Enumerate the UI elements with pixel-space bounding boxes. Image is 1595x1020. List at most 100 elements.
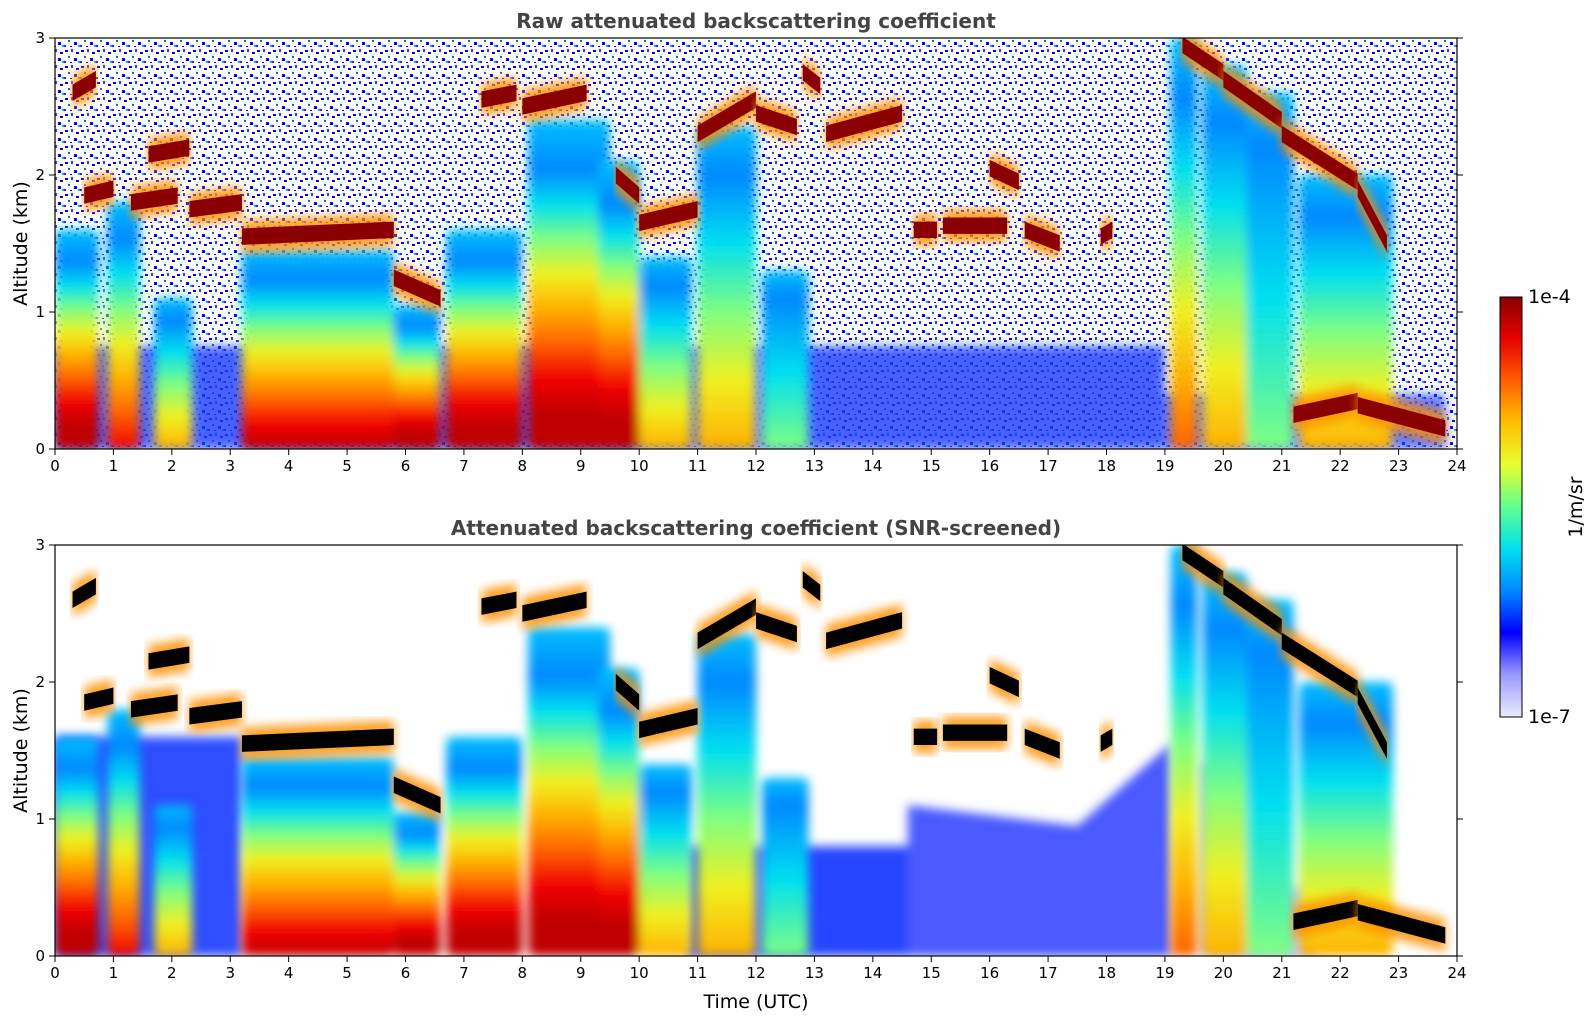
x-tick-label: 21 bbox=[1272, 964, 1291, 982]
aerosol-columns bbox=[55, 545, 1393, 956]
aerosol-column bbox=[1170, 545, 1198, 956]
x-tick-label: 13 bbox=[805, 457, 824, 475]
aerosol-column bbox=[1202, 65, 1247, 449]
cloud-layer bbox=[1024, 221, 1060, 252]
aerosol-column bbox=[697, 634, 756, 956]
x-tick-label: 16 bbox=[980, 964, 999, 982]
aerosol-column bbox=[1202, 572, 1247, 956]
x-tick-label: 23 bbox=[1389, 457, 1408, 475]
x-tick-label: 15 bbox=[922, 457, 941, 475]
aerosol-column bbox=[446, 736, 523, 956]
x-tick-label: 3 bbox=[225, 457, 235, 475]
cloud-layer bbox=[1182, 545, 1224, 588]
x-tick-label: 14 bbox=[863, 964, 882, 982]
panel-title: Attenuated backscattering coefficient (S… bbox=[451, 516, 1061, 540]
x-tick-label: 13 bbox=[805, 964, 824, 982]
plot-area bbox=[55, 38, 1457, 449]
x-tick-label: 23 bbox=[1389, 964, 1408, 982]
x-tick-label: 11 bbox=[688, 457, 707, 475]
y-tick-label: 3 bbox=[35, 536, 45, 554]
cloud-layer bbox=[989, 159, 1019, 191]
colorbar: 1e-4 1e-7 1/m/sr bbox=[1499, 286, 1587, 728]
x-tick-label: 9 bbox=[576, 964, 586, 982]
x-tick-label: 12 bbox=[746, 457, 765, 475]
cloud-layer bbox=[148, 139, 190, 163]
cloud-layer bbox=[756, 105, 797, 136]
cloud-layer bbox=[942, 217, 1008, 234]
panel-1: Raw attenuated backscattering coefficien… bbox=[10, 9, 1467, 475]
x-tick-label: 24 bbox=[1447, 457, 1466, 475]
x-tick-label: 1 bbox=[109, 964, 119, 982]
cloud-layer bbox=[1281, 632, 1358, 698]
cloud-layer bbox=[756, 612, 797, 643]
aerosol-column bbox=[761, 777, 809, 956]
cloud-layer bbox=[1100, 728, 1113, 752]
y-tick-label: 1 bbox=[35, 303, 45, 321]
x-tick-label: 8 bbox=[518, 964, 528, 982]
cloud-layer bbox=[1357, 396, 1446, 437]
aerosol-column bbox=[241, 757, 394, 956]
x-tick-label: 17 bbox=[1039, 964, 1058, 982]
aerosol-column bbox=[241, 250, 394, 449]
aerosol-column bbox=[154, 298, 193, 449]
x-tick-label: 2 bbox=[167, 964, 177, 982]
x-tick-label: 19 bbox=[1155, 457, 1174, 475]
aerosol-column bbox=[761, 270, 809, 449]
cloud-layer bbox=[826, 105, 903, 143]
cloud-layer bbox=[826, 612, 903, 650]
x-tick-label: 22 bbox=[1331, 457, 1350, 475]
cloud-layer bbox=[802, 571, 821, 602]
x-tick-label: 12 bbox=[746, 964, 765, 982]
cloud-layer bbox=[148, 646, 190, 670]
cloud-layer bbox=[697, 598, 756, 650]
aerosol-column bbox=[1299, 175, 1393, 449]
x-tick-label: 9 bbox=[576, 457, 586, 475]
low-aerosol-band bbox=[907, 743, 1171, 956]
x-tick-label: 6 bbox=[401, 457, 411, 475]
x-tick-label: 18 bbox=[1097, 964, 1116, 982]
cloud-layer bbox=[1293, 899, 1358, 930]
cloud-layer bbox=[1223, 577, 1282, 636]
cloud-layer bbox=[522, 84, 587, 115]
cloud-layer bbox=[942, 724, 1008, 741]
x-tick-label: 5 bbox=[342, 964, 352, 982]
aerosol-column bbox=[107, 709, 140, 956]
aerosol-column bbox=[1246, 599, 1294, 956]
cloud-layer bbox=[393, 776, 441, 814]
cloud-layers bbox=[72, 38, 1446, 445]
aerosol-column bbox=[55, 229, 99, 449]
cloud-layer bbox=[913, 221, 938, 239]
plot-area bbox=[55, 545, 1457, 956]
x-tick-label: 5 bbox=[342, 457, 352, 475]
aerosol-column bbox=[1246, 92, 1294, 449]
x-tick-label: 14 bbox=[863, 457, 882, 475]
cloud-layer bbox=[72, 577, 96, 609]
x-tick-label: 16 bbox=[980, 457, 999, 475]
cloud-layer bbox=[1357, 180, 1387, 252]
x-tick-label: 20 bbox=[1214, 457, 1233, 475]
aerosol-columns bbox=[55, 38, 1393, 449]
aerosol-column bbox=[154, 805, 193, 956]
aerosol-column bbox=[393, 305, 441, 449]
x-tick-label: 24 bbox=[1447, 964, 1466, 982]
x-tick-label: 0 bbox=[50, 457, 60, 475]
cloud-layer bbox=[84, 687, 114, 711]
aerosol-column bbox=[55, 736, 99, 956]
cloud-layer bbox=[84, 180, 114, 204]
x-tick-label: 4 bbox=[284, 457, 294, 475]
x-tick-label: 7 bbox=[459, 457, 469, 475]
cloud-layer bbox=[1024, 728, 1060, 759]
y-tick-label: 0 bbox=[35, 947, 45, 965]
y-tick-label: 2 bbox=[35, 166, 45, 184]
x-tick-label: 20 bbox=[1214, 964, 1233, 982]
cloud-layer bbox=[697, 91, 756, 143]
aerosol-column bbox=[697, 127, 756, 449]
cloud-layers bbox=[72, 545, 1446, 952]
cloud-layer bbox=[1281, 125, 1358, 191]
cloud-layer bbox=[189, 701, 242, 725]
aerosol-column bbox=[528, 627, 610, 956]
cloud-layer bbox=[1293, 392, 1358, 423]
x-tick-label: 8 bbox=[518, 457, 528, 475]
x-tick-label: 18 bbox=[1097, 457, 1116, 475]
x-tick-label: 6 bbox=[401, 964, 411, 982]
